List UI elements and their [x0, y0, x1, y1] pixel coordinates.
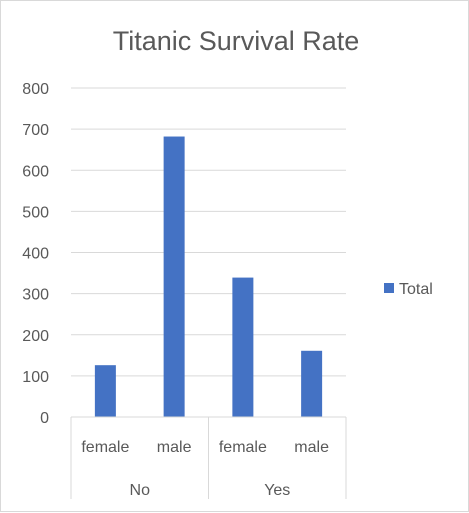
legend-label-total: Total [399, 281, 433, 298]
category-axis: female male female male No Yes [70, 416, 347, 499]
gridlines [71, 87, 346, 377]
legend-swatch-total [384, 283, 394, 293]
x-group-label: No [130, 482, 151, 499]
bar-female-2 [232, 277, 254, 417]
y-tick-label: 600 [22, 163, 49, 180]
y-tick-label: 100 [22, 369, 49, 386]
y-tick-label: 200 [22, 328, 49, 345]
x-category-label: male [294, 439, 329, 456]
y-tick-label: 500 [22, 204, 49, 221]
x-category-label: female [219, 439, 267, 456]
legend: Total [384, 281, 433, 298]
y-axis-tick-labels: 0 100 200 300 400 500 600 700 800 [22, 81, 49, 427]
bar-female-0 [94, 365, 116, 417]
y-tick-label: 0 [40, 410, 49, 427]
chart-title: Titanic Survival Rate [113, 26, 360, 56]
x-category-label: female [81, 439, 129, 456]
bar-male-1 [163, 136, 185, 417]
x-group-label: Yes [264, 482, 290, 499]
y-tick-label: 700 [22, 122, 49, 139]
bar-male-3 [301, 350, 323, 417]
y-tick-label: 300 [22, 287, 49, 304]
x-category-label: male [157, 439, 192, 456]
y-tick-label: 800 [22, 81, 49, 98]
bars [94, 136, 323, 417]
y-tick-label: 400 [22, 246, 49, 263]
